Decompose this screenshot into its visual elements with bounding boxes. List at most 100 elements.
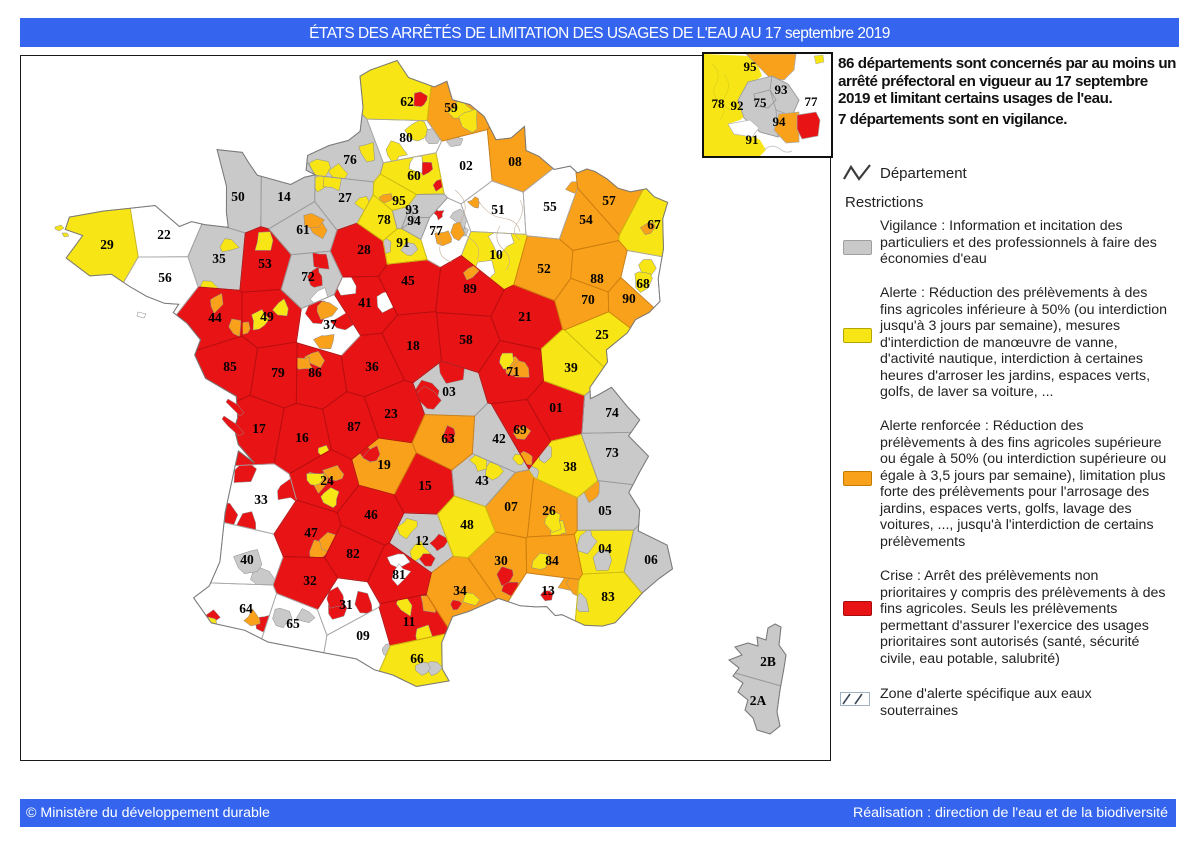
svg-text:94: 94: [773, 114, 787, 129]
svg-text:93: 93: [775, 82, 789, 97]
svg-text:27: 27: [338, 190, 352, 205]
svg-text:64: 64: [239, 601, 253, 616]
svg-text:33: 33: [254, 492, 268, 507]
svg-text:35: 35: [212, 251, 226, 266]
svg-text:80: 80: [399, 130, 413, 145]
svg-text:57: 57: [602, 193, 616, 208]
svg-text:73: 73: [605, 445, 619, 460]
svg-text:26: 26: [542, 503, 556, 518]
svg-text:59: 59: [444, 100, 458, 115]
svg-text:24: 24: [320, 473, 334, 488]
svg-text:84: 84: [545, 553, 559, 568]
svg-text:25: 25: [595, 327, 609, 342]
svg-text:94: 94: [407, 213, 421, 228]
svg-text:46: 46: [364, 507, 378, 522]
svg-text:49: 49: [260, 309, 274, 324]
svg-text:34: 34: [453, 583, 467, 598]
svg-text:07: 07: [504, 499, 518, 514]
svg-text:23: 23: [384, 406, 398, 421]
svg-text:71: 71: [506, 364, 520, 379]
svg-text:66: 66: [410, 651, 424, 666]
svg-text:18: 18: [406, 338, 420, 353]
svg-text:62: 62: [400, 94, 414, 109]
svg-text:68: 68: [636, 276, 650, 291]
svg-text:08: 08: [508, 154, 522, 169]
svg-text:91: 91: [746, 132, 759, 147]
svg-text:95: 95: [392, 193, 406, 208]
svg-text:37: 37: [323, 317, 337, 332]
svg-text:79: 79: [271, 365, 285, 380]
svg-text:83: 83: [601, 589, 615, 604]
svg-text:11: 11: [403, 614, 416, 629]
svg-text:56: 56: [158, 270, 172, 285]
svg-text:09: 09: [356, 628, 370, 643]
svg-text:74: 74: [605, 405, 619, 420]
svg-text:05: 05: [598, 503, 612, 518]
svg-text:22: 22: [157, 227, 171, 242]
svg-text:90: 90: [622, 291, 636, 306]
svg-text:2B: 2B: [760, 654, 776, 669]
svg-text:50: 50: [231, 189, 245, 204]
svg-text:88: 88: [590, 271, 604, 286]
svg-text:76: 76: [343, 152, 357, 167]
svg-text:60: 60: [407, 168, 421, 183]
svg-text:28: 28: [357, 242, 371, 257]
svg-text:02: 02: [459, 158, 473, 173]
svg-text:38: 38: [563, 459, 577, 474]
svg-text:53: 53: [258, 256, 272, 271]
svg-text:65: 65: [286, 616, 300, 631]
svg-text:69: 69: [513, 422, 527, 437]
svg-text:21: 21: [518, 309, 532, 324]
svg-text:19: 19: [377, 457, 391, 472]
svg-text:43: 43: [475, 473, 489, 488]
svg-text:17: 17: [252, 421, 266, 436]
svg-text:78: 78: [712, 96, 726, 111]
svg-text:06: 06: [644, 552, 658, 567]
svg-text:93: 93: [405, 202, 419, 217]
svg-text:13: 13: [541, 583, 555, 598]
svg-text:63: 63: [441, 431, 455, 446]
svg-text:78: 78: [377, 212, 391, 227]
svg-text:92: 92: [731, 98, 744, 113]
svg-text:12: 12: [415, 533, 429, 548]
svg-text:44: 44: [208, 310, 222, 325]
svg-text:01: 01: [549, 400, 563, 415]
svg-text:70: 70: [581, 292, 595, 307]
svg-text:40: 40: [240, 552, 254, 567]
svg-text:55: 55: [543, 199, 557, 214]
svg-text:86: 86: [308, 365, 322, 380]
svg-text:58: 58: [459, 332, 473, 347]
svg-text:39: 39: [564, 360, 578, 375]
svg-text:52: 52: [537, 261, 551, 276]
svg-text:10: 10: [489, 247, 503, 262]
svg-text:72: 72: [301, 269, 315, 284]
svg-text:42: 42: [492, 431, 506, 446]
svg-text:95: 95: [744, 59, 758, 74]
svg-text:89: 89: [463, 281, 477, 296]
svg-text:91: 91: [396, 235, 410, 250]
svg-text:03: 03: [442, 384, 456, 399]
svg-text:31: 31: [339, 597, 353, 612]
svg-text:47: 47: [304, 525, 318, 540]
svg-text:48: 48: [460, 517, 474, 532]
svg-text:67: 67: [647, 217, 661, 232]
svg-text:14: 14: [277, 189, 291, 204]
svg-text:29: 29: [100, 237, 114, 252]
svg-text:51: 51: [491, 202, 505, 217]
svg-text:2A: 2A: [750, 693, 767, 708]
svg-text:30: 30: [494, 553, 508, 568]
svg-text:82: 82: [346, 546, 360, 561]
svg-text:36: 36: [365, 359, 379, 374]
svg-text:45: 45: [401, 273, 415, 288]
svg-text:77: 77: [429, 223, 443, 238]
svg-text:41: 41: [358, 295, 372, 310]
svg-text:81: 81: [392, 567, 406, 582]
svg-text:32: 32: [303, 573, 317, 588]
svg-text:16: 16: [295, 430, 309, 445]
svg-text:75: 75: [754, 95, 768, 110]
svg-text:85: 85: [223, 359, 237, 374]
svg-text:87: 87: [347, 419, 361, 434]
svg-text:54: 54: [579, 212, 593, 227]
svg-text:77: 77: [805, 94, 819, 109]
svg-text:04: 04: [598, 541, 612, 556]
